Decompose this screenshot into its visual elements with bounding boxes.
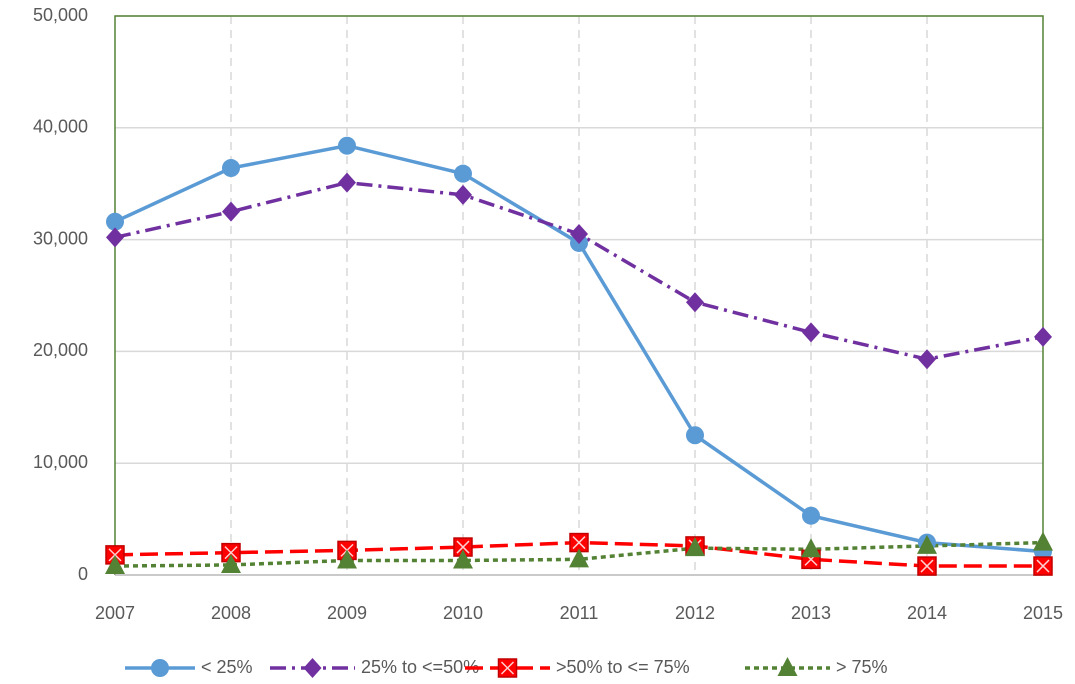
data-point	[917, 534, 937, 554]
data-point	[686, 292, 704, 313]
series-line	[114, 540, 1044, 568]
x-tick-label: 2007	[95, 603, 135, 623]
legend-marker	[777, 657, 798, 676]
plot-frame	[114, 15, 1044, 575]
data-point	[686, 426, 704, 445]
legend-marker	[303, 658, 322, 678]
x-tick-label: 2010	[443, 603, 483, 623]
legend-label: > 75%	[836, 657, 888, 677]
x-tick-label: 2013	[791, 603, 831, 623]
marker-cross	[456, 540, 470, 554]
marker-cross	[920, 559, 934, 573]
data-point	[918, 349, 936, 370]
data-point	[917, 556, 937, 576]
x-tick-label: 2008	[211, 603, 251, 623]
y-tick-label: 40,000	[33, 117, 88, 137]
data-point	[106, 212, 124, 231]
data-point	[454, 184, 472, 205]
legend-label: < 25%	[201, 657, 253, 677]
data-point	[105, 555, 125, 575]
marker-cross	[572, 536, 586, 550]
marker-cross	[1036, 559, 1050, 573]
data-point	[106, 227, 124, 248]
data-point	[802, 506, 820, 525]
data-point	[570, 224, 588, 245]
marker-cross	[108, 548, 122, 562]
y-tick-label: 20,000	[33, 340, 88, 360]
data-point	[569, 548, 589, 568]
data-point	[222, 159, 240, 178]
data-point	[801, 538, 821, 558]
data-point	[1034, 326, 1052, 347]
marker-cross	[500, 661, 515, 675]
data-point	[802, 322, 820, 343]
data-point	[685, 537, 705, 557]
data-point	[453, 549, 473, 569]
data-point	[454, 164, 472, 183]
y-tick-label: 10,000	[33, 452, 88, 472]
y-tick-label: 50,000	[33, 5, 88, 25]
data-point	[1033, 556, 1053, 576]
data-point	[221, 553, 241, 573]
data-point	[338, 172, 356, 193]
series-line	[114, 143, 1044, 554]
x-tick-label: 2014	[907, 603, 947, 623]
x-tick-label: 2012	[675, 603, 715, 623]
x-tick-label: 2011	[560, 603, 599, 623]
legend-label: 25% to <=50%	[361, 657, 479, 677]
y-tick-label: 0	[78, 564, 88, 584]
data-point	[221, 542, 241, 563]
data-point	[337, 549, 357, 569]
data-point	[222, 201, 240, 222]
legend-label: >50% to <= 75%	[556, 657, 690, 677]
data-point	[1033, 531, 1053, 551]
y-tick-label: 30,000	[33, 228, 88, 248]
data-point	[338, 136, 356, 155]
legend-marker	[151, 659, 169, 677]
legend-marker	[497, 658, 518, 678]
marker-cross	[224, 546, 238, 560]
x-tick-label: 2015	[1023, 603, 1063, 623]
x-tick-label: 2009	[327, 603, 367, 623]
